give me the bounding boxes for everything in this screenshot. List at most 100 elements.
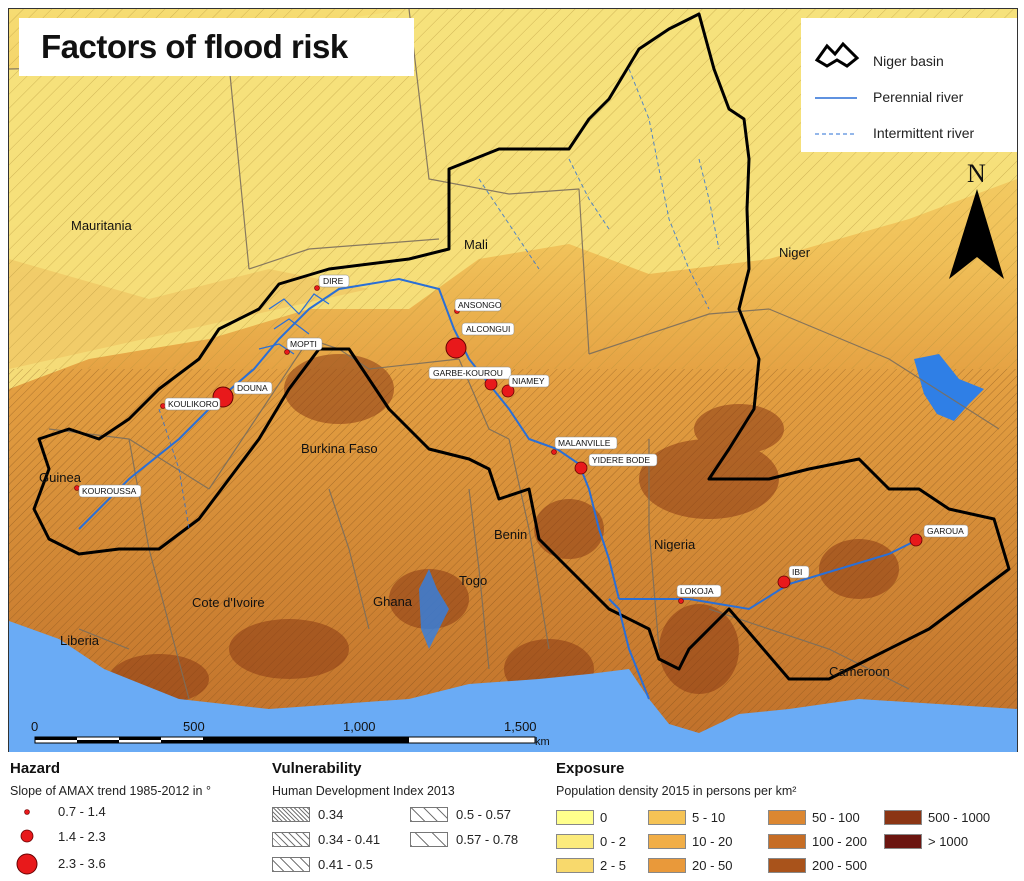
station-alcongui-marker[interactable]: [445, 337, 467, 359]
label-mali: Mali: [464, 237, 488, 252]
label-mauritania: Mauritania: [71, 218, 132, 233]
legend-intermittent-label: Intermittent river: [873, 125, 975, 141]
station-alcongui-label: ALCONGUI: [466, 324, 510, 334]
hdi-class-3: 0.41 - 0.5: [318, 857, 373, 872]
exposure-class-label: 0: [600, 810, 608, 825]
basin-legend-icon: [814, 41, 860, 68]
station-dire-label: DIRE: [323, 276, 344, 286]
exposure-swatch: [768, 810, 806, 825]
label-benin: Benin: [494, 527, 527, 542]
hazard-class-1: 0.7 - 1.4: [58, 804, 106, 819]
exposure-swatch: [556, 834, 594, 849]
hdi-class-5: 0.57 - 0.78: [456, 832, 519, 847]
station-yiderebode-label: YIDERE BODE: [592, 455, 650, 465]
label-liberia: Liberia: [60, 633, 100, 648]
niger-river: [78, 277, 620, 600]
vulnerability-subtitle: Human Development Index 2013: [272, 784, 455, 798]
map-frame[interactable]: Mauritania Mali Niger Guinea Burkina Fas…: [8, 8, 1018, 754]
exposure-class-label: 50 - 100: [812, 810, 860, 825]
station-niamey-marker[interactable]: [501, 384, 515, 398]
hdi-swatch-3: [272, 857, 310, 872]
hdi-swatch-5: [410, 832, 448, 847]
intermittent-rivers: [158, 68, 720, 530]
legend-basin-label: Niger basin: [873, 53, 944, 69]
hdi-swatch-2: [272, 832, 310, 847]
vulnerability-title: Vulnerability: [272, 760, 362, 777]
hazard-subtitle: Slope of AMAX trend 1985-2012 in °: [10, 784, 211, 798]
station-garbekourou-marker[interactable]: [484, 377, 498, 391]
exposure-class-label: 2 - 5: [600, 858, 627, 873]
scale-tick-1500: 1,500: [504, 719, 537, 734]
station-malanville-label: MALANVILLE: [558, 438, 611, 448]
exposure-class-label: 20 - 50: [692, 858, 733, 873]
exposure-swatch: [648, 810, 686, 825]
title-box: Factors of flood risk: [19, 18, 414, 76]
exposure-swatch: [884, 810, 922, 825]
exposure-swatch: [556, 858, 594, 873]
lake-volta: [419, 569, 449, 649]
label-nigeria: Nigeria: [654, 537, 696, 552]
station-mopti-label: MOPTI: [290, 339, 317, 349]
scale-tick-1000: 1,000: [343, 719, 376, 734]
north-label: N: [967, 159, 986, 188]
exposure-subtitle: Population density 2015 in persons per k…: [556, 784, 797, 798]
label-cameroon: Cameroon: [829, 664, 890, 679]
station-dire-marker[interactable]: [314, 285, 320, 291]
station-garbekourou-label: GARBE-KOUROU: [433, 368, 503, 378]
scale-bar: 0 500 1,000 1,500 km: [31, 719, 550, 748]
hazard-title: Hazard: [10, 760, 61, 777]
scale-tick-0: 0: [31, 719, 38, 734]
label-burkina: Burkina Faso: [301, 441, 378, 456]
station-lokoja-label: LOKOJA: [680, 586, 714, 596]
station-ibi-marker[interactable]: [777, 575, 791, 589]
legend-symbols: [814, 41, 860, 135]
exposure-swatch: [648, 834, 686, 849]
station-lokoja-marker[interactable]: [678, 598, 684, 604]
hazard-small-icon: [24, 809, 30, 815]
hdi-hatch-north: [9, 9, 1017, 369]
exposure-class-label: 10 - 20: [692, 834, 733, 849]
station-yiderebode-marker[interactable]: [574, 461, 588, 475]
exposure-class-label: 5 - 10: [692, 810, 726, 825]
station-ibi-label: IBI: [792, 567, 802, 577]
legend-perennial-label: Perennial river: [873, 89, 964, 105]
hazard-medium-icon: [20, 829, 34, 843]
exposure-swatch: [556, 810, 594, 825]
hazard-class-3: 2.3 - 3.6: [58, 856, 106, 871]
station-garoua-marker[interactable]: [909, 533, 923, 547]
station-malanville-marker[interactable]: [551, 449, 557, 455]
label-niger: Niger: [779, 245, 811, 260]
station-kouroussa-label: KOUROUSSA: [82, 486, 137, 496]
hdi-class-2: 0.34 - 0.41: [318, 832, 381, 847]
map-title: Factors of flood risk: [41, 28, 348, 65]
exposure-swatch: [648, 858, 686, 873]
exposure-class-label: 100 - 200: [812, 834, 867, 849]
hdi-class-4: 0.5 - 0.57: [456, 807, 511, 822]
exposure-swatch: [768, 858, 806, 873]
label-cote: Cote d'Ivoire: [192, 595, 265, 610]
exposure-class-label: 200 - 500: [812, 858, 867, 873]
hazard-stations: DIRE ANSONGO ALCONGUI MOPTI DOUNA KOULIK…: [74, 274, 969, 604]
scale-unit: km: [535, 736, 550, 748]
exposure-swatch: [884, 834, 922, 849]
station-koulikoro-label: KOULIKORO: [168, 399, 219, 409]
exposure-title: Exposure: [556, 760, 625, 777]
niger-delta: [608, 598, 650, 700]
hdi-swatch-4: [410, 807, 448, 822]
niger-basin-outline: [32, 12, 1011, 681]
hdi-swatch-1: [272, 807, 310, 822]
scale-tick-500: 500: [183, 719, 205, 734]
station-ansongo-label: ANSONGO: [458, 300, 502, 310]
map-legend-box: Niger basin Perennial river Intermittent…: [801, 18, 1017, 152]
exposure-class-label: 500 - 1000: [928, 810, 991, 825]
station-niamey-label: NIAMEY: [512, 376, 545, 386]
label-ghana: Ghana: [373, 594, 413, 609]
atlantic-ocean: [9, 621, 1017, 753]
exposure-swatch: [768, 834, 806, 849]
station-garoua-label: GAROUA: [927, 526, 964, 536]
label-togo: Togo: [459, 573, 487, 588]
exposure-class-label: 0 - 2: [600, 834, 627, 849]
station-mopti-marker[interactable]: [284, 349, 290, 355]
hazard-class-2: 1.4 - 2.3: [58, 829, 106, 844]
exposure-class-label: > 1000: [928, 834, 969, 849]
